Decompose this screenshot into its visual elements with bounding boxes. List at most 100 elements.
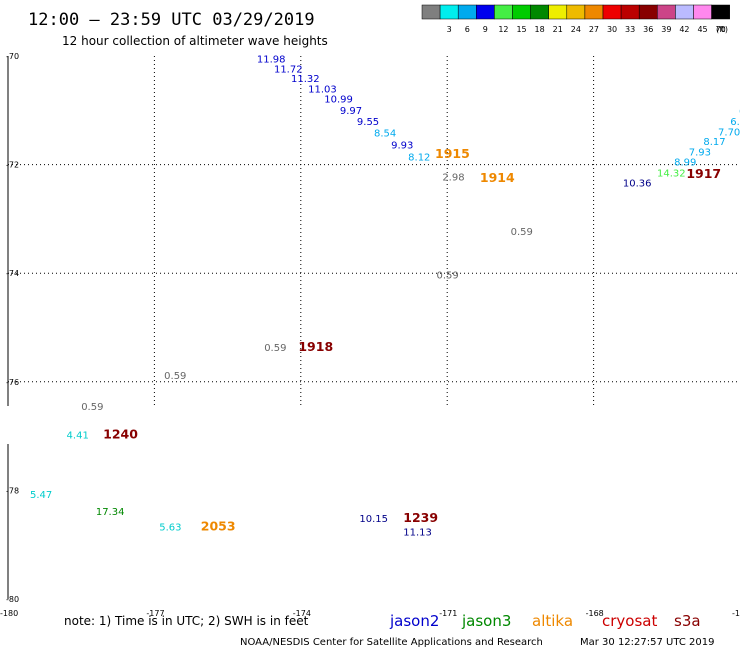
color-scale-label: 45 [697,25,707,34]
color-scale-label: 36 [643,25,653,34]
color-scale-label: 24 [571,25,581,34]
wave-height-value: 9.93 [391,140,413,151]
wave-height-value: 0.59 [436,271,458,282]
wave-height-value: 6.96 [730,117,740,128]
color-scale-label: 33 [625,25,635,34]
color-scale-label: 42 [679,25,689,34]
wave-height-value: 0.59 [511,227,533,238]
color-scale-swatch [711,4,730,20]
legend-entry: s3a [674,612,701,630]
time-labels: 1915 1914 1918 1240 1917 2053 1239 [103,146,721,533]
y-tick-label: -78 [6,486,19,495]
wave-height-value: 8.54 [374,128,396,139]
color-scale-swatch [657,4,676,20]
x-tick-label: -168 [586,609,604,618]
wave-height-value: 7.70 [718,127,740,138]
color-scale-label: 70 [716,25,726,34]
wave-height-value: 0.59 [264,343,286,354]
color-scale-label: 27 [589,25,599,34]
color-scale-swatch [693,4,712,20]
wave-height-value: 5.47 [30,490,52,501]
x-tick-label: -177 [146,609,164,618]
wave-height-value: 11.72 [274,64,303,75]
color-scale-swatch [584,4,604,20]
wave-height-value: 8.99 [674,158,696,169]
wave-height-value: 11.03 [308,84,337,95]
time-label: 2053 [201,519,236,534]
footer-note: note: 1) Time is in UTC; 2) SWH is in fe… [64,614,309,628]
time-label: 1240 [103,426,138,441]
color-scale-swatch [548,4,568,20]
x-tick-label: -174 [293,609,311,618]
color-scale-swatch [494,4,513,20]
wave-height-value: 8.12 [408,152,430,163]
wave-height-value: 10.15 [359,514,388,525]
x-axis: -180 -177 -174 -171 -168 -16 [0,609,740,618]
wave-height-value: 11.32 [291,74,320,85]
wave-height-value: 11.13 [403,527,432,538]
color-scale-label: 12 [498,25,508,34]
wave-height-value: 7.93 [689,147,711,158]
y-tick-label: -72 [6,161,19,170]
x-tick-label: -180 [0,609,18,618]
color-scale-label: 15 [516,25,526,34]
color-scale-swatch [638,4,658,20]
wave-height-value: 0.59 [81,402,103,413]
color-scale-swatch [675,4,694,20]
color-scale-swatch [620,4,640,20]
wave-height-value: 14.32 [657,169,686,180]
x-tick-label: -16 [732,609,740,618]
time-label: 1915 [435,146,470,161]
color-scale-label: 30 [607,25,617,34]
wave-height-value: 4.41 [67,430,89,441]
wave-height-value: 2.98 [442,172,464,183]
footer-credit: NOAA/NESDIS Center for Satellite Applica… [240,637,543,648]
color-scale-label: 18 [535,25,545,34]
x-tick-label: -171 [439,609,457,618]
color-scale-swatch [439,4,459,20]
wave-height-points: 11.9811.7211.3211.0310.999.979.558.549.9… [30,55,740,539]
y-axis: -70 -72 -74 -76 -78 -80 [6,52,19,604]
wave-height-value: 10.99 [324,95,353,106]
color-scale-bar: 3 6 9 12 15 18 21 24 27 30 33 36 39 42 45 70(ft) [421,4,730,34]
chart-title: 12:00 – 23:59 UTC 03/29/2019 [28,10,315,30]
color-scale-swatch [530,4,549,20]
time-label: 1918 [298,339,333,354]
legend-entry: cryosat [602,612,657,630]
footer-timestamp: Mar 30 12:27:57 UTC 2019 [580,637,715,648]
legend-entry: altika [532,612,573,630]
legend-entry: jason2 [389,612,439,630]
chart-subtitle: 12 hour collection of altimeter wave hei… [62,34,328,48]
y-tick-label: -74 [6,269,19,278]
color-scale-swatch [421,4,441,20]
wave-height-value: 17.34 [96,507,125,518]
wave-height-value: 8.17 [703,137,725,148]
time-label: 1917 [686,166,721,181]
color-scale-label: 6 [465,25,470,34]
wave-height-value: 5.63 [159,523,181,534]
color-scale-swatch [476,4,495,20]
y-tick-label: -76 [6,378,19,387]
color-scale-label: 39 [661,25,671,34]
grid-lines [8,56,740,406]
color-scale-swatch [457,4,477,20]
color-scale-label: 9 [483,25,488,34]
satellite-legend: jason2 jason3 altika cryosat s3a [389,612,701,630]
y-tick-label: -80 [6,595,19,604]
color-scale-unit: (ft) [716,25,728,34]
wave-height-value: 9.55 [357,117,379,128]
color-scale-swatch [566,4,586,20]
time-label: 1914 [480,170,515,185]
wave-height-value: 0.59 [164,371,186,382]
wave-height-value: 9.97 [340,106,362,117]
color-scale-label: 3 [447,25,452,34]
color-scale-swatch [512,4,531,20]
color-scale-swatch [602,4,622,20]
color-scale-label: 21 [553,25,563,34]
time-label: 1239 [403,510,438,525]
wave-height-value: 10.36 [623,178,652,189]
wave-height-value: 11.98 [257,55,286,66]
legend-entry: jason3 [461,612,511,630]
